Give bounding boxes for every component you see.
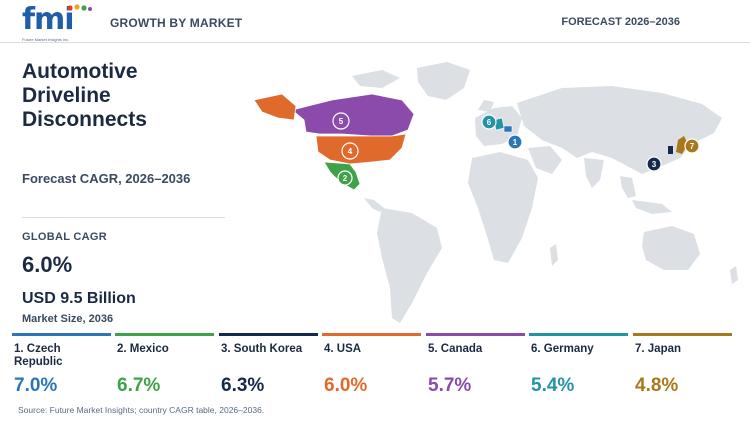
usa-region[interactable] [315, 133, 407, 165]
land-masses [352, 62, 738, 323]
marker-czech-republic[interactable]: 1 [507, 134, 523, 150]
country-card[interactable]: 2. Mexico 6.7% [115, 333, 214, 403]
country-name: 2. Mexico [117, 343, 169, 355]
marker-japan[interactable]: 7 [684, 138, 700, 154]
logo-figures-icon [67, 4, 92, 11]
marker-canada[interactable]: 5 [332, 112, 350, 130]
country-name: 6. Germany [531, 343, 594, 355]
svg-text:7: 7 [690, 142, 695, 151]
country-card[interactable]: 3. South Korea 6.3% [219, 333, 318, 403]
japan-region[interactable] [676, 136, 688, 154]
svg-text:6: 6 [487, 118, 492, 127]
source-note: Source: Future Market Insights; country … [18, 405, 265, 415]
svg-text:2: 2 [343, 174, 348, 183]
market-size-value: USD 9.5 Billion [22, 290, 136, 307]
country-name: 7. Japan [635, 343, 682, 355]
country-name: 5. Canada [428, 343, 483, 355]
logo-subtext: Future Market Insights Inc. [22, 37, 70, 42]
header-left-label: GROWTH BY MARKET [110, 16, 243, 30]
svg-text:1: 1 [513, 138, 518, 147]
country-card[interactable]: 1. Czech Republic 7.0% [12, 333, 111, 403]
country-cagr: 6.3% [221, 375, 265, 396]
market-size-label: Market Size, 2036 [22, 313, 114, 325]
country-cagr: 4.8% [635, 375, 679, 396]
fmi-logo[interactable]: fmi Future Market Insights Inc. [22, 2, 94, 42]
country-name: 3. South Korea [221, 343, 303, 355]
forecast-subtitle: Forecast CAGR, 2026–2036 [22, 171, 191, 186]
country-color-bar [115, 333, 214, 336]
country-card[interactable]: 5. Canada 5.7% [426, 333, 525, 403]
country-card[interactable]: 4. USA 6.0% [322, 333, 421, 403]
global-cagr-label: GLOBAL CAGR [22, 231, 107, 243]
country-color-bar [322, 333, 421, 336]
country-color-bar [12, 333, 111, 336]
header: fmi Future Market Insights Inc. GROWTH B… [0, 0, 750, 43]
marker-south-korea[interactable]: 3 [646, 156, 662, 172]
country-color-bar [219, 333, 318, 336]
country-name: 4. USA [324, 343, 362, 355]
country-cagr: 6.7% [117, 375, 161, 396]
divider [22, 217, 225, 218]
svg-text:4: 4 [348, 147, 353, 156]
country-card[interactable]: 6. Germany 5.4% [529, 333, 628, 403]
country-cagr: 5.7% [428, 375, 472, 396]
marker-mexico[interactable]: 2 [337, 170, 353, 186]
country-color-bar [426, 333, 525, 336]
global-cagr-value: 6.0% [22, 252, 73, 277]
czech-republic-region[interactable] [503, 125, 513, 133]
country-cagr: 5.4% [531, 375, 575, 396]
page-title: Automotive Driveline Disconnects [22, 60, 147, 131]
marker-germany[interactable]: 6 [481, 114, 497, 130]
country-cagr: 7.0% [14, 375, 58, 396]
country-card[interactable]: 7. Japan 4.8% [633, 333, 732, 403]
country-cagr-list: 1. Czech Republic 7.0% 2. Mexico 6.7% 3.… [0, 333, 750, 403]
alaska-region[interactable] [253, 93, 297, 121]
country-color-bar [633, 333, 732, 336]
country-cagr: 6.0% [324, 375, 368, 396]
country-name: 1. Czech Republic [14, 343, 63, 368]
country-color-bar [529, 333, 628, 336]
header-right-label: FORECAST 2026–2036 [561, 16, 680, 28]
svg-text:3: 3 [652, 160, 657, 169]
world-map: 1 2 3 4 5 6 7 [253, 62, 738, 323]
canada-region[interactable] [291, 93, 415, 137]
south-korea-region[interactable] [668, 146, 673, 154]
logo-text: fmi [22, 2, 75, 37]
svg-text:5: 5 [339, 117, 344, 126]
marker-usa[interactable]: 4 [341, 142, 359, 160]
